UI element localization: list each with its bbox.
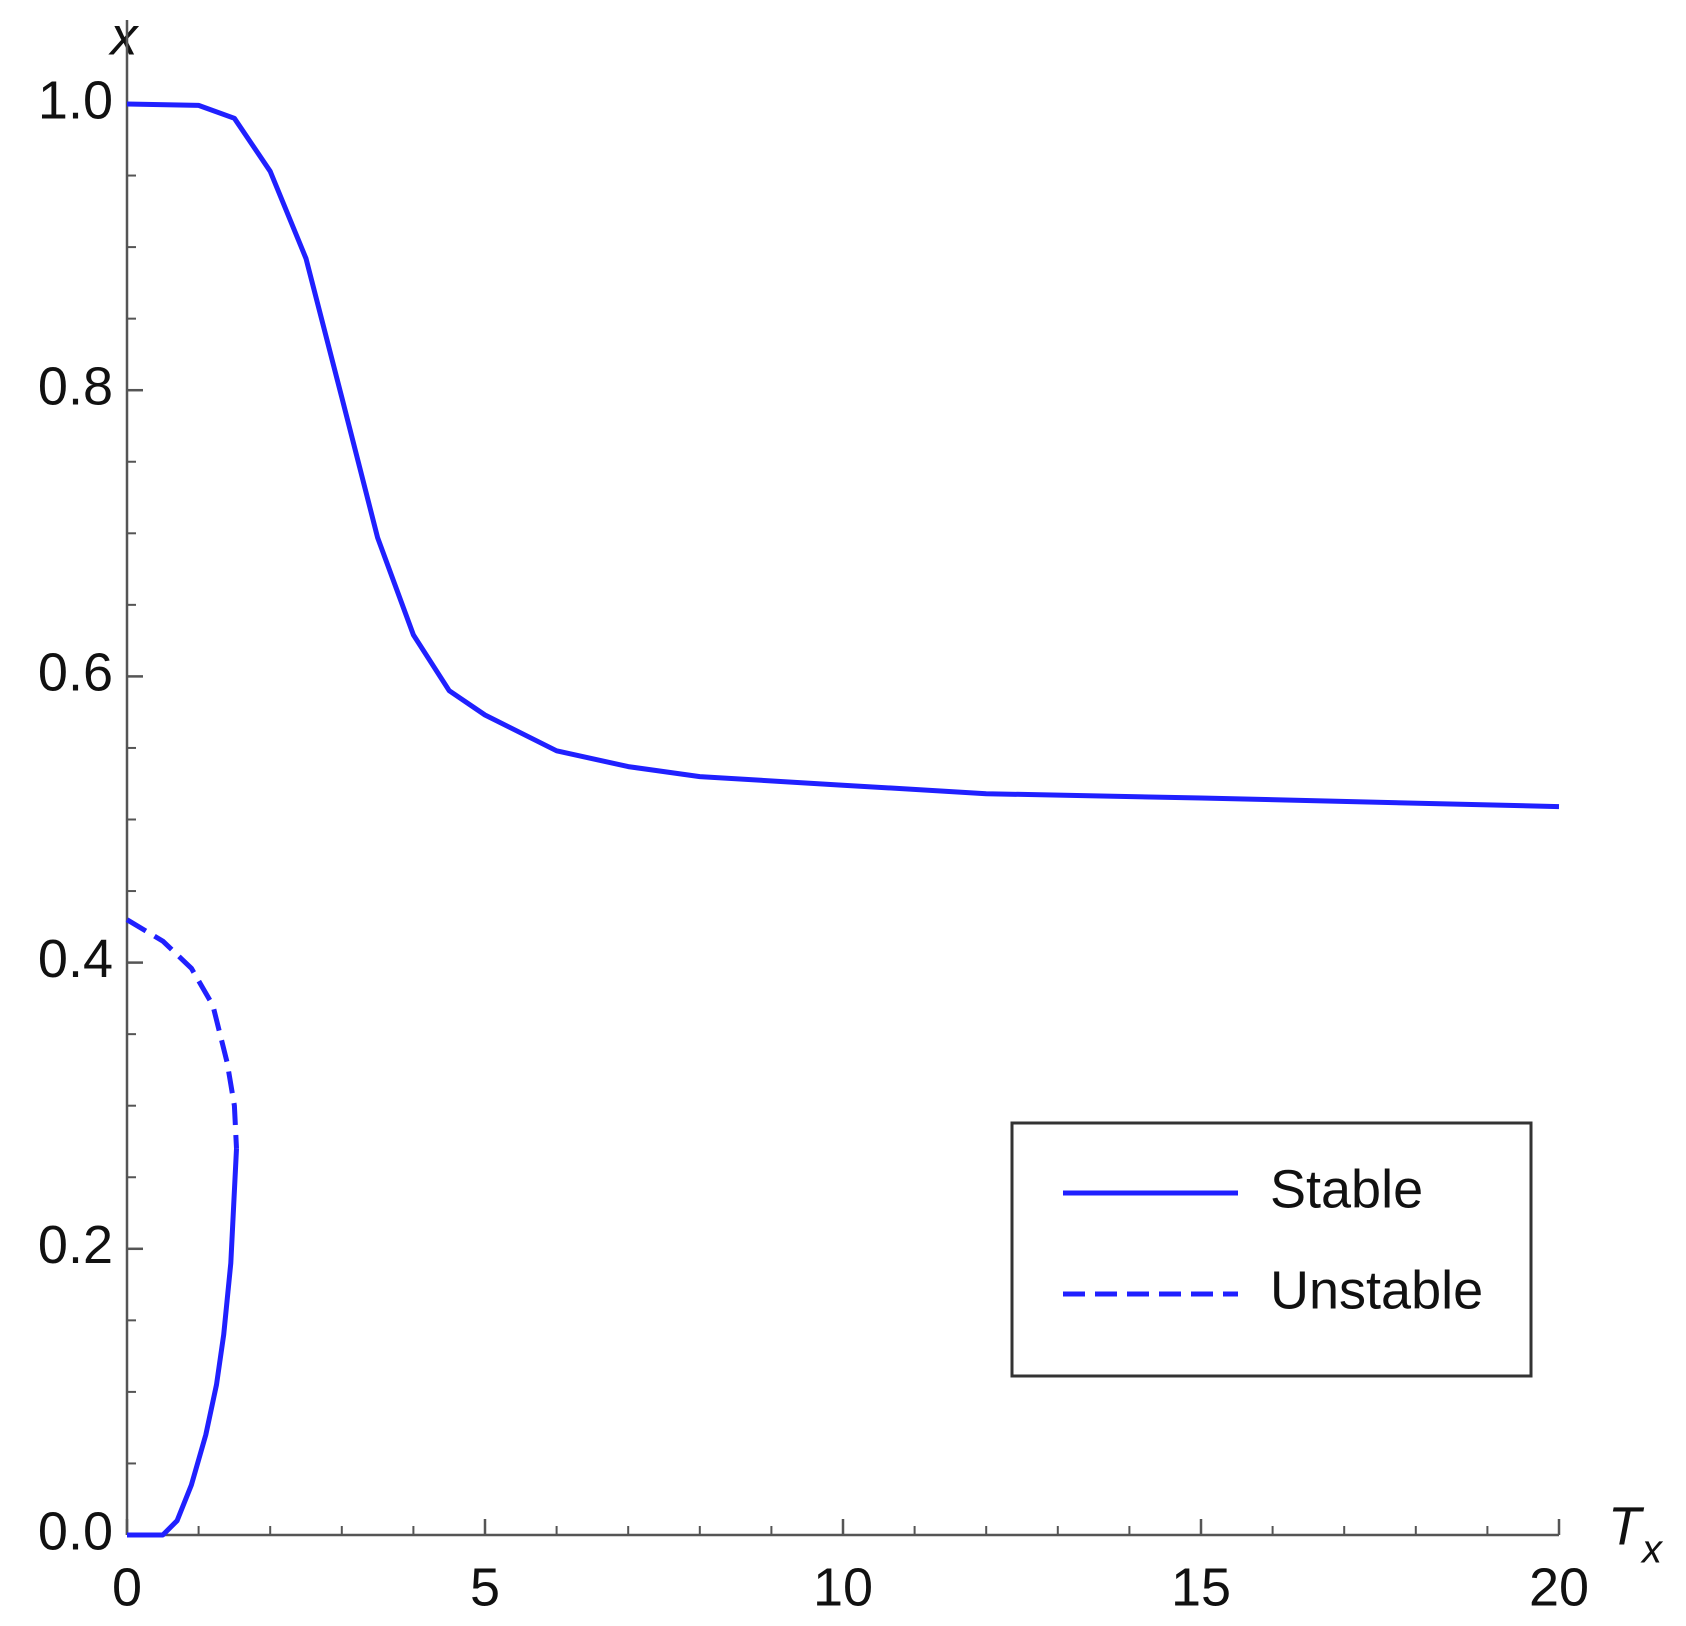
y-axis-label: x <box>108 6 140 66</box>
x-tick-label: 20 <box>1529 1557 1589 1617</box>
y-tick-label: 0.2 <box>38 1215 113 1275</box>
y-tick-label: 0.6 <box>38 643 113 703</box>
x-tick-label: 10 <box>813 1557 873 1617</box>
x-tick-label: 0 <box>112 1557 142 1617</box>
x-axis-label-subscript: x <box>1640 1528 1664 1572</box>
x-tick-label: 15 <box>1171 1557 1231 1617</box>
series-line <box>125 917 239 1149</box>
y-tick-label: 0.8 <box>38 356 113 416</box>
y-tick-label: 0.4 <box>38 929 113 989</box>
y-tick-label: 0.0 <box>38 1501 113 1561</box>
y-tick-label: 1.0 <box>38 70 113 130</box>
x-axis-label: T <box>1608 1496 1645 1556</box>
legend-label: Unstable <box>1270 1260 1483 1320</box>
legend-label: Stable <box>1270 1159 1423 1219</box>
legend-box <box>1010 1121 1533 1378</box>
series-line <box>126 101 1560 1538</box>
x-tick-label: 5 <box>470 1557 500 1617</box>
